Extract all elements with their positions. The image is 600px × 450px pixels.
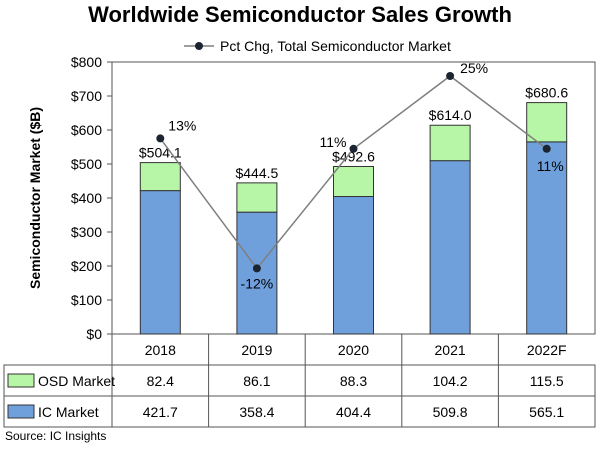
y-tick-label: $700 bbox=[71, 88, 102, 104]
category-label: 2019 bbox=[241, 342, 272, 358]
pct-change-label: -12% bbox=[241, 275, 274, 291]
total-label: $614.0 bbox=[429, 107, 472, 123]
table-row-label: IC Market bbox=[38, 404, 99, 420]
table-cell: 115.5 bbox=[530, 373, 564, 389]
y-tick-label: $500 bbox=[71, 156, 102, 172]
pct-change-label: 11% bbox=[320, 134, 347, 150]
table-cell: 421.7 bbox=[143, 404, 178, 420]
pct-change-point bbox=[252, 264, 261, 273]
pct-change-point bbox=[349, 144, 358, 153]
table-cell: 358.4 bbox=[239, 404, 274, 420]
total-label: $492.6 bbox=[332, 149, 375, 165]
y-tick-label: $300 bbox=[71, 224, 102, 240]
chart-title: Worldwide Semiconductor Sales Growth bbox=[88, 2, 512, 27]
bar-ic-market bbox=[526, 141, 568, 335]
table-cell: 509.8 bbox=[433, 404, 468, 420]
table-legend-swatch bbox=[7, 373, 35, 388]
bar-ic-market bbox=[139, 190, 181, 335]
table-row-label: OSD Market bbox=[38, 373, 115, 389]
table-cell: 82.4 bbox=[147, 373, 174, 389]
table-legend-swatch bbox=[7, 404, 35, 419]
pct-change-label: 11% bbox=[537, 158, 564, 174]
bar-osd-market bbox=[236, 182, 278, 213]
y-tick-label: $600 bbox=[71, 122, 102, 138]
bar-ic-market bbox=[236, 211, 278, 335]
bar-osd-market bbox=[333, 165, 374, 198]
category-label: 2020 bbox=[338, 342, 369, 358]
y-tick-label: $100 bbox=[71, 292, 102, 308]
y-tick-label: $200 bbox=[71, 258, 102, 274]
category-label: 2018 bbox=[145, 342, 176, 358]
table-cell: 104.2 bbox=[433, 373, 468, 389]
pct-change-point bbox=[542, 144, 551, 153]
pct-change-label: 13% bbox=[168, 117, 196, 133]
pct-change-point bbox=[446, 72, 455, 80]
total-label: $444.5 bbox=[235, 165, 278, 181]
legend-label: Pct Chg, Total Semiconductor Market bbox=[220, 38, 451, 54]
bar-ic-market bbox=[333, 196, 374, 335]
total-label: $504.1 bbox=[139, 145, 182, 161]
table-cell: 565.1 bbox=[529, 404, 564, 420]
total-label: $680.6 bbox=[525, 85, 568, 101]
bar-osd-market bbox=[139, 162, 181, 192]
y-axis-label: Semiconductor Market ($B) bbox=[27, 107, 43, 289]
table-cell: 86.1 bbox=[243, 373, 270, 389]
bar-ic-market bbox=[429, 160, 471, 335]
pct-change-point bbox=[156, 134, 165, 143]
bar-osd-market bbox=[526, 102, 568, 143]
y-tick-label: $800 bbox=[71, 54, 102, 70]
y-tick-label: $0 bbox=[86, 326, 102, 342]
bar-osd-market bbox=[429, 124, 471, 162]
legend-marker bbox=[195, 42, 203, 50]
category-label: 2021 bbox=[435, 342, 466, 358]
source-note: Source: IC Insights bbox=[5, 429, 107, 443]
category-label: 2022F bbox=[527, 342, 567, 358]
y-tick-label: $400 bbox=[71, 190, 102, 206]
table-cell: 404.4 bbox=[336, 404, 371, 420]
pct-change-label: 25% bbox=[460, 60, 488, 76]
table-cell: 88.3 bbox=[340, 373, 367, 389]
